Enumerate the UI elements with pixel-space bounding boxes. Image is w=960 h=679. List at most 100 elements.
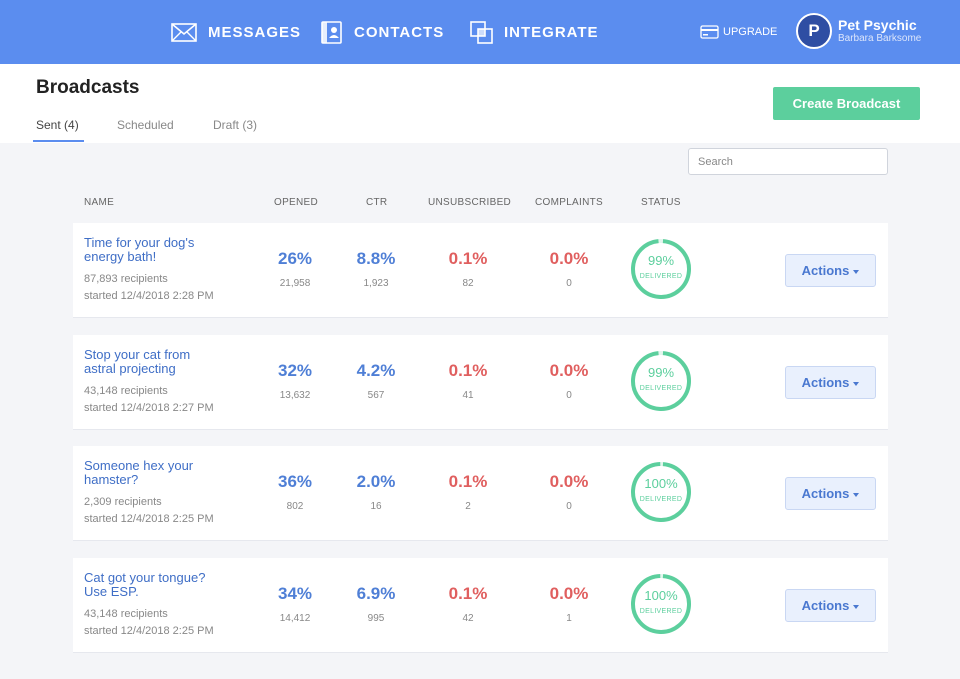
- complaints-percent: 0.0%: [549, 249, 589, 268]
- actions-dropdown-button[interactable]: Actions: [785, 366, 876, 399]
- complaints-percent: 0.0%: [549, 361, 589, 380]
- upgrade-label: UPGRADE: [723, 26, 778, 38]
- complaints-count: 0: [566, 390, 572, 401]
- ctr-count: 567: [367, 390, 385, 401]
- unsubscribed-count: 42: [462, 613, 474, 624]
- opened-percent: 36%: [277, 472, 313, 491]
- delivery-status-ring: 99% DELIVERED: [630, 238, 692, 300]
- caret-down-icon: [853, 269, 860, 274]
- delivered-label: DELIVERED: [639, 385, 683, 392]
- user-subname: Barbara Barksome: [838, 33, 922, 45]
- user-menu[interactable]: P Pet Psychic Barbara Barksome: [796, 13, 921, 49]
- opened-count: 802: [286, 501, 304, 512]
- broadcast-row: Someone hex your hamster? 2,309 recipien…: [73, 446, 888, 541]
- nav-integrate[interactable]: INTEGRATE: [470, 0, 599, 64]
- column-header-ctr: CTR: [366, 197, 388, 208]
- actions-dropdown-button[interactable]: Actions: [785, 254, 876, 287]
- actions-dropdown-button[interactable]: Actions: [785, 589, 876, 622]
- ctr-percent: 8.8%: [356, 249, 396, 268]
- tab-sent[interactable]: Sent (4): [36, 118, 79, 132]
- nav-contacts-label: CONTACTS: [354, 23, 445, 41]
- actions-label: Actions: [801, 486, 850, 501]
- complaints-count: 0: [566, 501, 572, 512]
- delivery-ring-graphic: [631, 574, 691, 634]
- caret-down-icon: [853, 381, 860, 386]
- delivery-status-ring: 100% DELIVERED: [630, 573, 692, 635]
- user-name: Pet Psychic: [838, 16, 917, 33]
- column-header-unsubscribed: UNSUBSCRIBED: [428, 197, 512, 208]
- unsubscribed-percent: 0.1%: [448, 472, 488, 491]
- broadcast-row: Stop your cat from astral projecting 43,…: [73, 335, 888, 430]
- started-time: started 12/4/2018 2:27 PM: [84, 402, 214, 414]
- page-header: Broadcasts Sent (4) Scheduled Draft (3) …: [0, 64, 960, 143]
- unsubscribed-count: 41: [462, 390, 474, 401]
- delivered-label: DELIVERED: [639, 608, 683, 615]
- top-nav-bar: MESSAGES CONTACTS INTEGRATE UPGRADE P Pe…: [0, 0, 960, 64]
- unsubscribed-count: 82: [462, 278, 474, 289]
- caret-down-icon: [853, 604, 860, 609]
- upgrade-link[interactable]: UPGRADE: [700, 0, 777, 64]
- actions-label: Actions: [801, 598, 850, 613]
- delivered-percent: 100%: [644, 588, 678, 603]
- search-input[interactable]: [688, 148, 888, 175]
- recipients-count: 43,148 recipients: [84, 608, 168, 620]
- broadcast-title[interactable]: Someone hex your hamster?: [84, 458, 194, 487]
- unsubscribed-percent: 0.1%: [448, 249, 488, 268]
- opened-count: 13,632: [279, 390, 311, 401]
- started-time: started 12/4/2018 2:28 PM: [84, 290, 214, 302]
- delivered-label: DELIVERED: [639, 496, 683, 503]
- broadcast-title[interactable]: Cat got your tongue? Use ESP.: [84, 570, 206, 599]
- recipients-count: 43,148 recipients: [84, 385, 168, 397]
- broadcast-title[interactable]: Time for your dog's energy bath!: [84, 235, 195, 264]
- nav-integrate-label: INTEGRATE: [504, 23, 599, 41]
- column-header-name: NAME: [84, 197, 115, 208]
- create-broadcast-button[interactable]: Create Broadcast: [773, 87, 920, 120]
- column-header-complaints: COMPLAINTS: [535, 197, 604, 208]
- delivered-percent: 99%: [647, 365, 675, 380]
- column-header-status: STATUS: [641, 197, 681, 208]
- envelope-icon: [171, 22, 197, 42]
- opened-count: 21,958: [279, 278, 311, 289]
- contacts-book-icon: [321, 20, 342, 44]
- broadcast-row: Time for your dog's energy bath! 87,893 …: [73, 223, 888, 318]
- opened-percent: 26%: [277, 249, 313, 268]
- credit-card-icon: [700, 25, 719, 39]
- ctr-count: 1,923: [363, 278, 389, 289]
- nav-messages[interactable]: MESSAGES: [171, 0, 301, 64]
- delivered-percent: 100%: [644, 476, 678, 491]
- tab-scheduled[interactable]: Scheduled: [117, 118, 174, 132]
- delivered-label: DELIVERED: [639, 273, 683, 280]
- recipients-count: 87,893 recipients: [84, 273, 168, 285]
- complaints-count: 0: [566, 278, 572, 289]
- broadcast-row: Cat got your tongue? Use ESP. 43,148 rec…: [73, 558, 888, 653]
- actions-dropdown-button[interactable]: Actions: [785, 477, 876, 510]
- ctr-percent: 4.2%: [356, 361, 396, 380]
- opened-percent: 34%: [277, 584, 313, 603]
- column-header-opened: OPENED: [274, 197, 319, 208]
- tab-draft[interactable]: Draft (3): [213, 118, 258, 132]
- opened-count: 14,412: [279, 613, 311, 624]
- complaints-percent: 0.0%: [549, 472, 589, 491]
- page-title: Broadcasts: [36, 77, 140, 98]
- recipients-count: 2,309 recipients: [84, 496, 162, 508]
- started-time: started 12/4/2018 2:25 PM: [84, 513, 214, 525]
- delivery-status-ring: 100% DELIVERED: [630, 461, 692, 523]
- ctr-percent: 2.0%: [356, 472, 396, 491]
- caret-down-icon: [853, 492, 860, 497]
- integrate-icon: [470, 20, 493, 44]
- delivery-status-ring: 99% DELIVERED: [630, 350, 692, 412]
- delivery-ring-graphic: [631, 462, 691, 522]
- started-time: started 12/4/2018 2:25 PM: [84, 625, 214, 637]
- unsubscribed-count: 2: [465, 501, 471, 512]
- nav-contacts[interactable]: CONTACTS: [320, 0, 444, 64]
- delivery-ring-graphic: [631, 239, 691, 299]
- unsubscribed-percent: 0.1%: [448, 361, 488, 380]
- actions-label: Actions: [801, 375, 850, 390]
- delivery-ring-graphic: [631, 351, 691, 411]
- ctr-percent: 6.9%: [356, 584, 396, 603]
- actions-label: Actions: [801, 263, 850, 278]
- unsubscribed-percent: 0.1%: [448, 584, 488, 603]
- broadcast-title[interactable]: Stop your cat from astral projecting: [84, 347, 191, 376]
- complaints-percent: 0.0%: [549, 584, 589, 603]
- active-tab-indicator: [33, 140, 84, 142]
